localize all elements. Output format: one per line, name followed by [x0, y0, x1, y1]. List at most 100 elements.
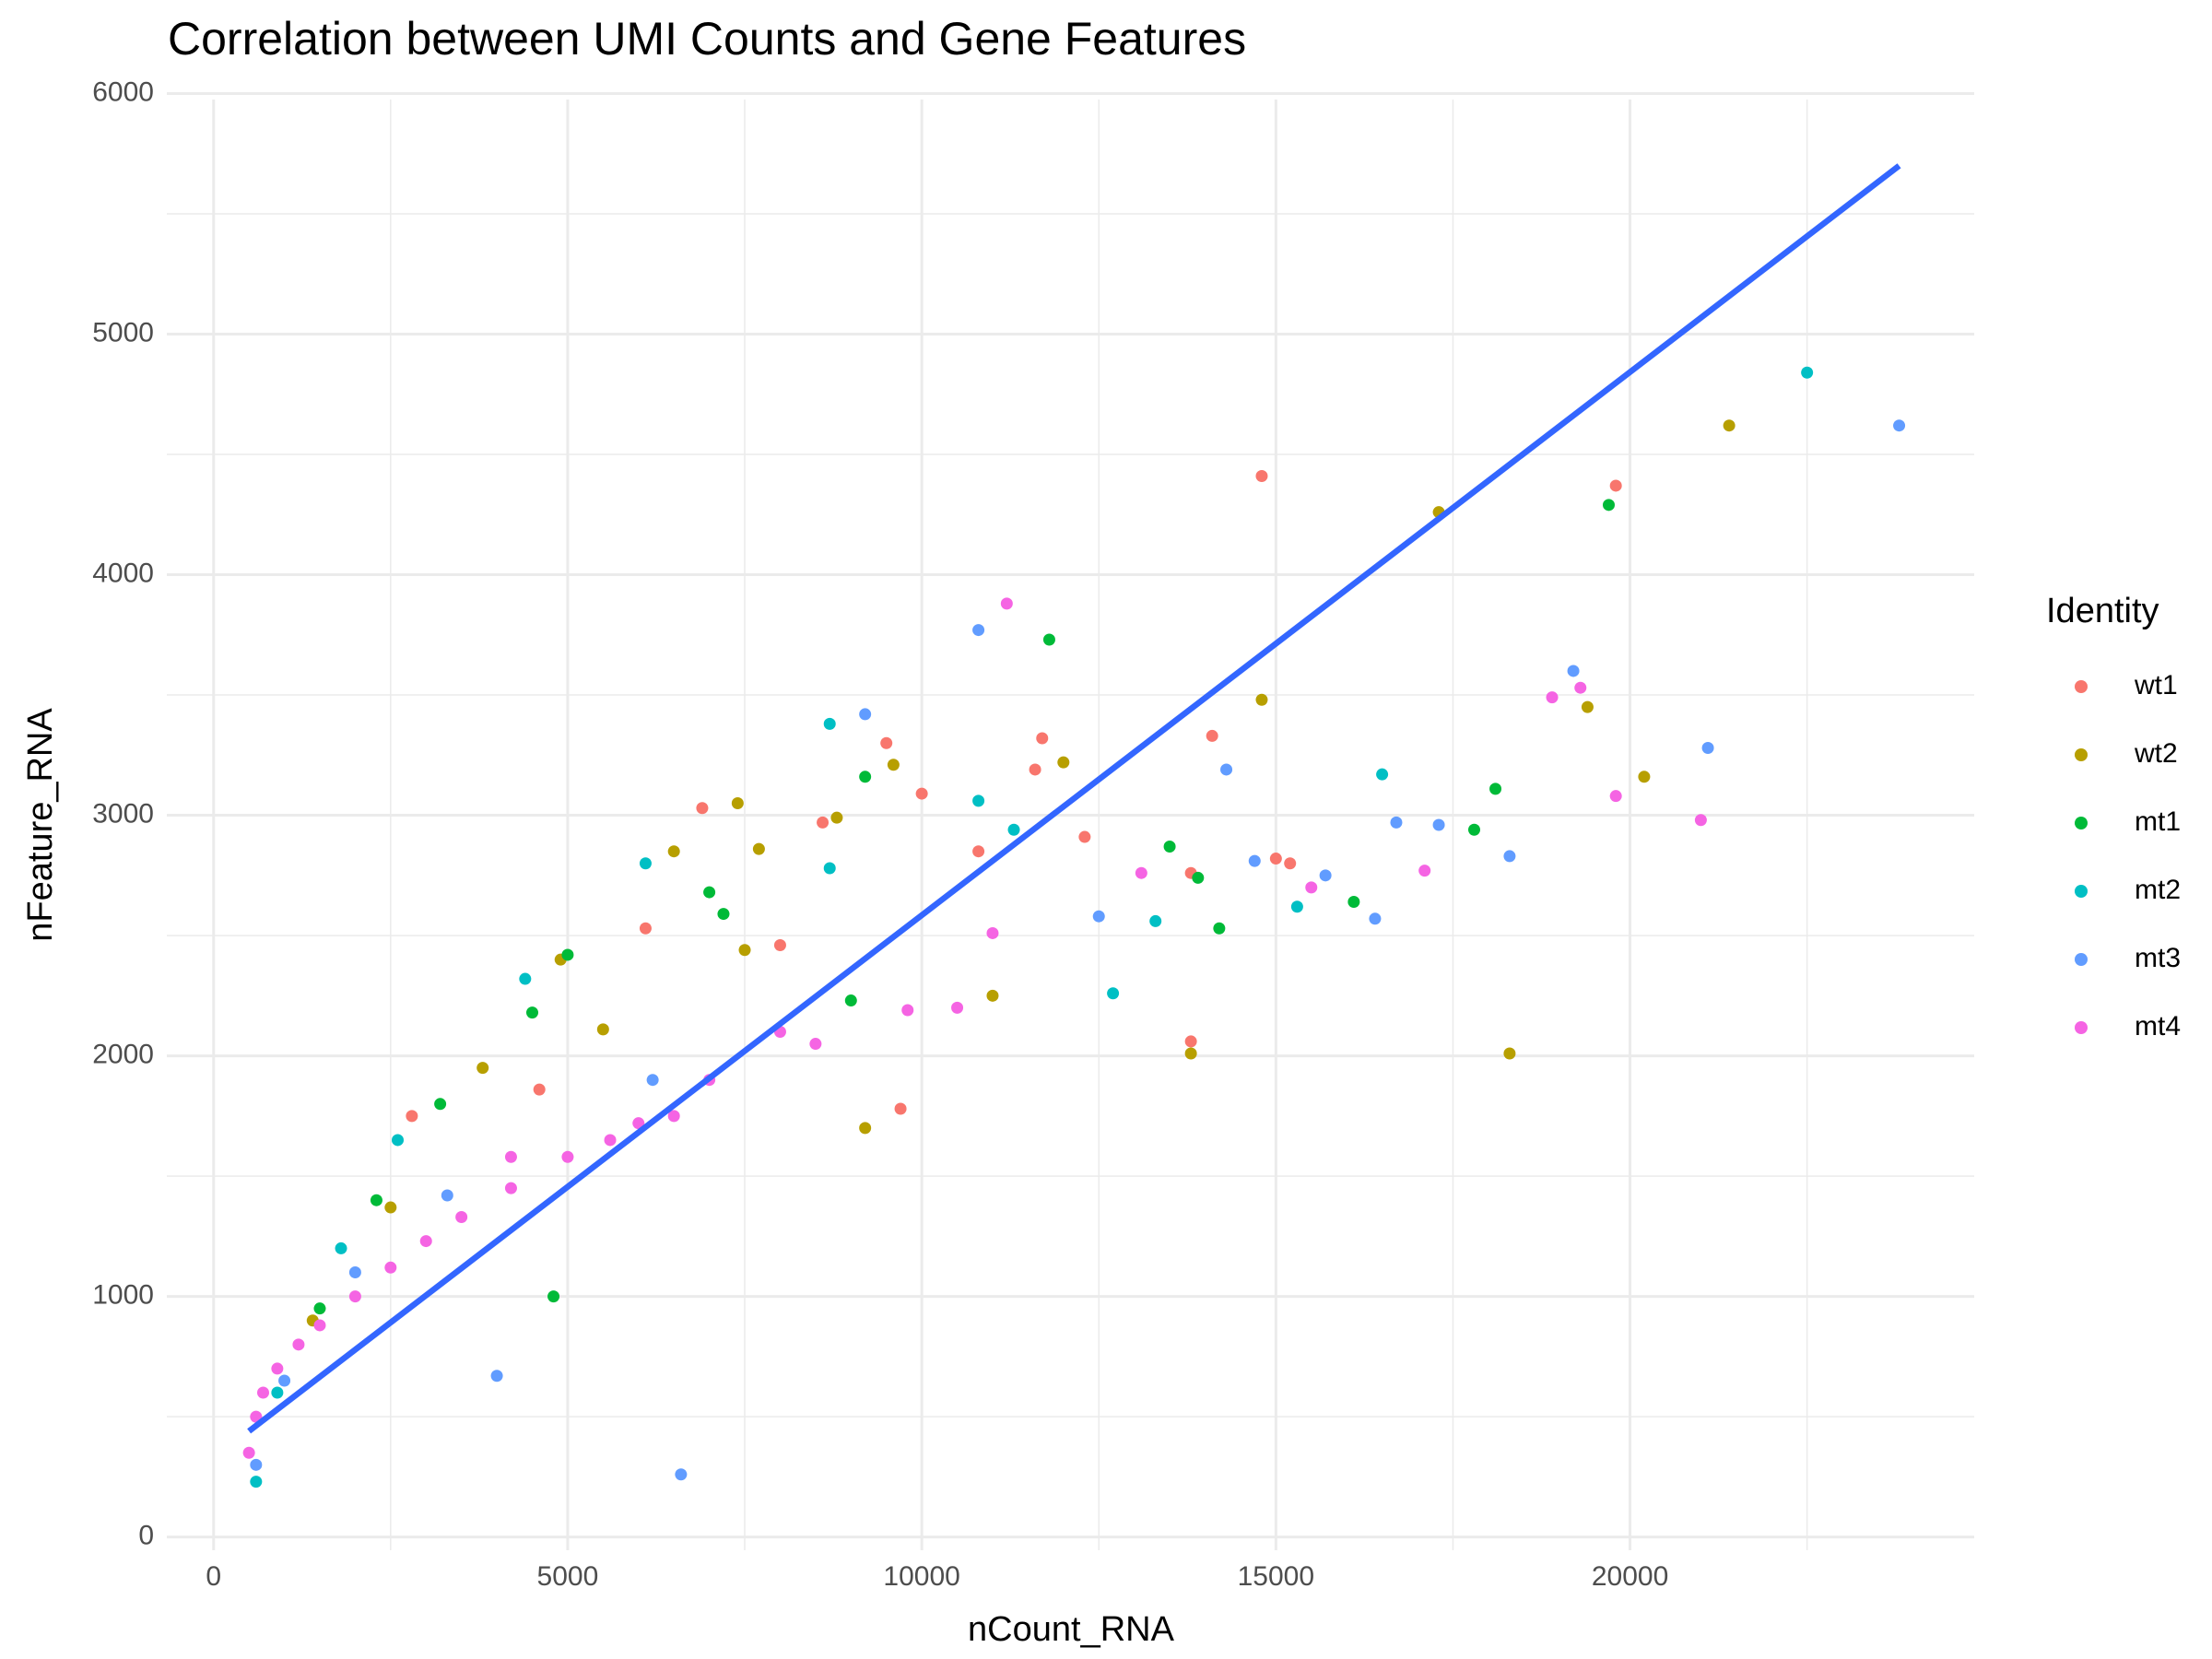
point: [1255, 470, 1268, 483]
point: [292, 1338, 305, 1351]
point: [504, 1182, 517, 1194]
point: [1007, 823, 1020, 836]
point: [986, 926, 999, 939]
legend-label: mt3: [2135, 943, 2181, 973]
point: [455, 1210, 468, 1223]
point: [596, 1023, 609, 1036]
point: [972, 624, 985, 637]
point: [752, 842, 765, 855]
point: [1192, 871, 1205, 884]
legend-marker: [2075, 1021, 2088, 1034]
point: [1078, 830, 1091, 843]
point: [1290, 900, 1303, 913]
point: [441, 1189, 453, 1202]
legend-label: wt1: [2134, 670, 2178, 700]
point: [242, 1446, 255, 1459]
point: [731, 797, 744, 810]
point: [738, 944, 751, 957]
point: [250, 1458, 263, 1471]
y-tick-label: 3000: [92, 798, 154, 829]
x-tick-label: 5000: [537, 1561, 599, 1592]
point: [384, 1261, 397, 1274]
point: [1694, 814, 1707, 827]
x-tick-label: 10000: [883, 1561, 959, 1592]
point: [335, 1241, 347, 1254]
x-tick-label: 15000: [1238, 1561, 1314, 1592]
y-tick-label: 1000: [92, 1280, 154, 1311]
point: [1893, 419, 1906, 432]
point: [894, 1102, 907, 1115]
point: [901, 1004, 914, 1017]
legend-label: mt4: [2135, 1011, 2181, 1041]
x-tick-label: 0: [206, 1561, 221, 1592]
point: [1135, 866, 1147, 879]
y-tick-label: 0: [138, 1521, 154, 1551]
point: [1213, 922, 1226, 935]
point: [313, 1319, 326, 1332]
point: [915, 787, 928, 800]
point: [1574, 681, 1587, 694]
y-tick-label: 4000: [92, 558, 154, 588]
point: [1503, 1047, 1516, 1060]
point: [823, 717, 836, 730]
point: [1723, 419, 1735, 432]
point: [823, 862, 836, 875]
legend: wt1 wt2 mt1 mt2 mt3 mt4: [2075, 670, 2181, 1041]
point: [880, 736, 893, 749]
point: [348, 1266, 361, 1279]
point: [667, 1110, 680, 1123]
point: [250, 1476, 263, 1488]
point: [1107, 987, 1120, 1000]
point: [278, 1374, 291, 1387]
legend-label: wt2: [2134, 738, 2178, 769]
point: [1567, 665, 1580, 677]
point: [1418, 865, 1431, 877]
point: [646, 1074, 659, 1087]
point: [271, 1386, 284, 1399]
point: [1467, 823, 1480, 836]
point: [519, 972, 532, 985]
point: [639, 857, 652, 870]
point: [1248, 854, 1261, 867]
point: [1305, 881, 1318, 894]
legend-label: mt2: [2135, 875, 2181, 905]
point: [1319, 869, 1332, 882]
point: [809, 1038, 822, 1051]
y-axis-title: nFeature_RNA: [21, 708, 60, 942]
point: [986, 989, 999, 1002]
point: [1390, 816, 1403, 829]
point: [1206, 729, 1218, 742]
point: [1609, 479, 1622, 492]
point: [844, 994, 857, 1007]
point: [1801, 366, 1814, 379]
point: [1609, 790, 1622, 803]
point: [504, 1150, 517, 1163]
y-tick-label: 5000: [92, 317, 154, 347]
point: [1546, 691, 1559, 704]
point: [972, 794, 985, 807]
point: [419, 1235, 432, 1248]
point: [1701, 741, 1714, 754]
point: [639, 922, 652, 935]
point: [817, 816, 830, 829]
point: [1092, 910, 1105, 923]
point: [703, 886, 716, 899]
grid: 0 5000 10000 15000 20000 0 1000 2000 3000 4000 500…: [92, 76, 1974, 1592]
legend-label: mt1: [2135, 806, 2181, 837]
x-axis-title: nCount_RNA: [968, 1610, 1175, 1649]
x-tick-label: 20000: [1592, 1561, 1668, 1592]
point: [696, 802, 709, 815]
point: [1220, 763, 1233, 776]
point: [1369, 912, 1382, 925]
point: [1638, 771, 1651, 783]
point: [384, 1201, 397, 1214]
legend-marker: [2075, 953, 2088, 966]
point: [526, 1006, 539, 1019]
point: [1057, 756, 1070, 769]
point: [1269, 853, 1282, 865]
point: [1581, 700, 1594, 713]
chart-title: Correlation between UMI Counts and Gene …: [168, 13, 1246, 65]
point: [951, 1001, 964, 1014]
point: [370, 1194, 382, 1206]
point: [1149, 914, 1162, 927]
